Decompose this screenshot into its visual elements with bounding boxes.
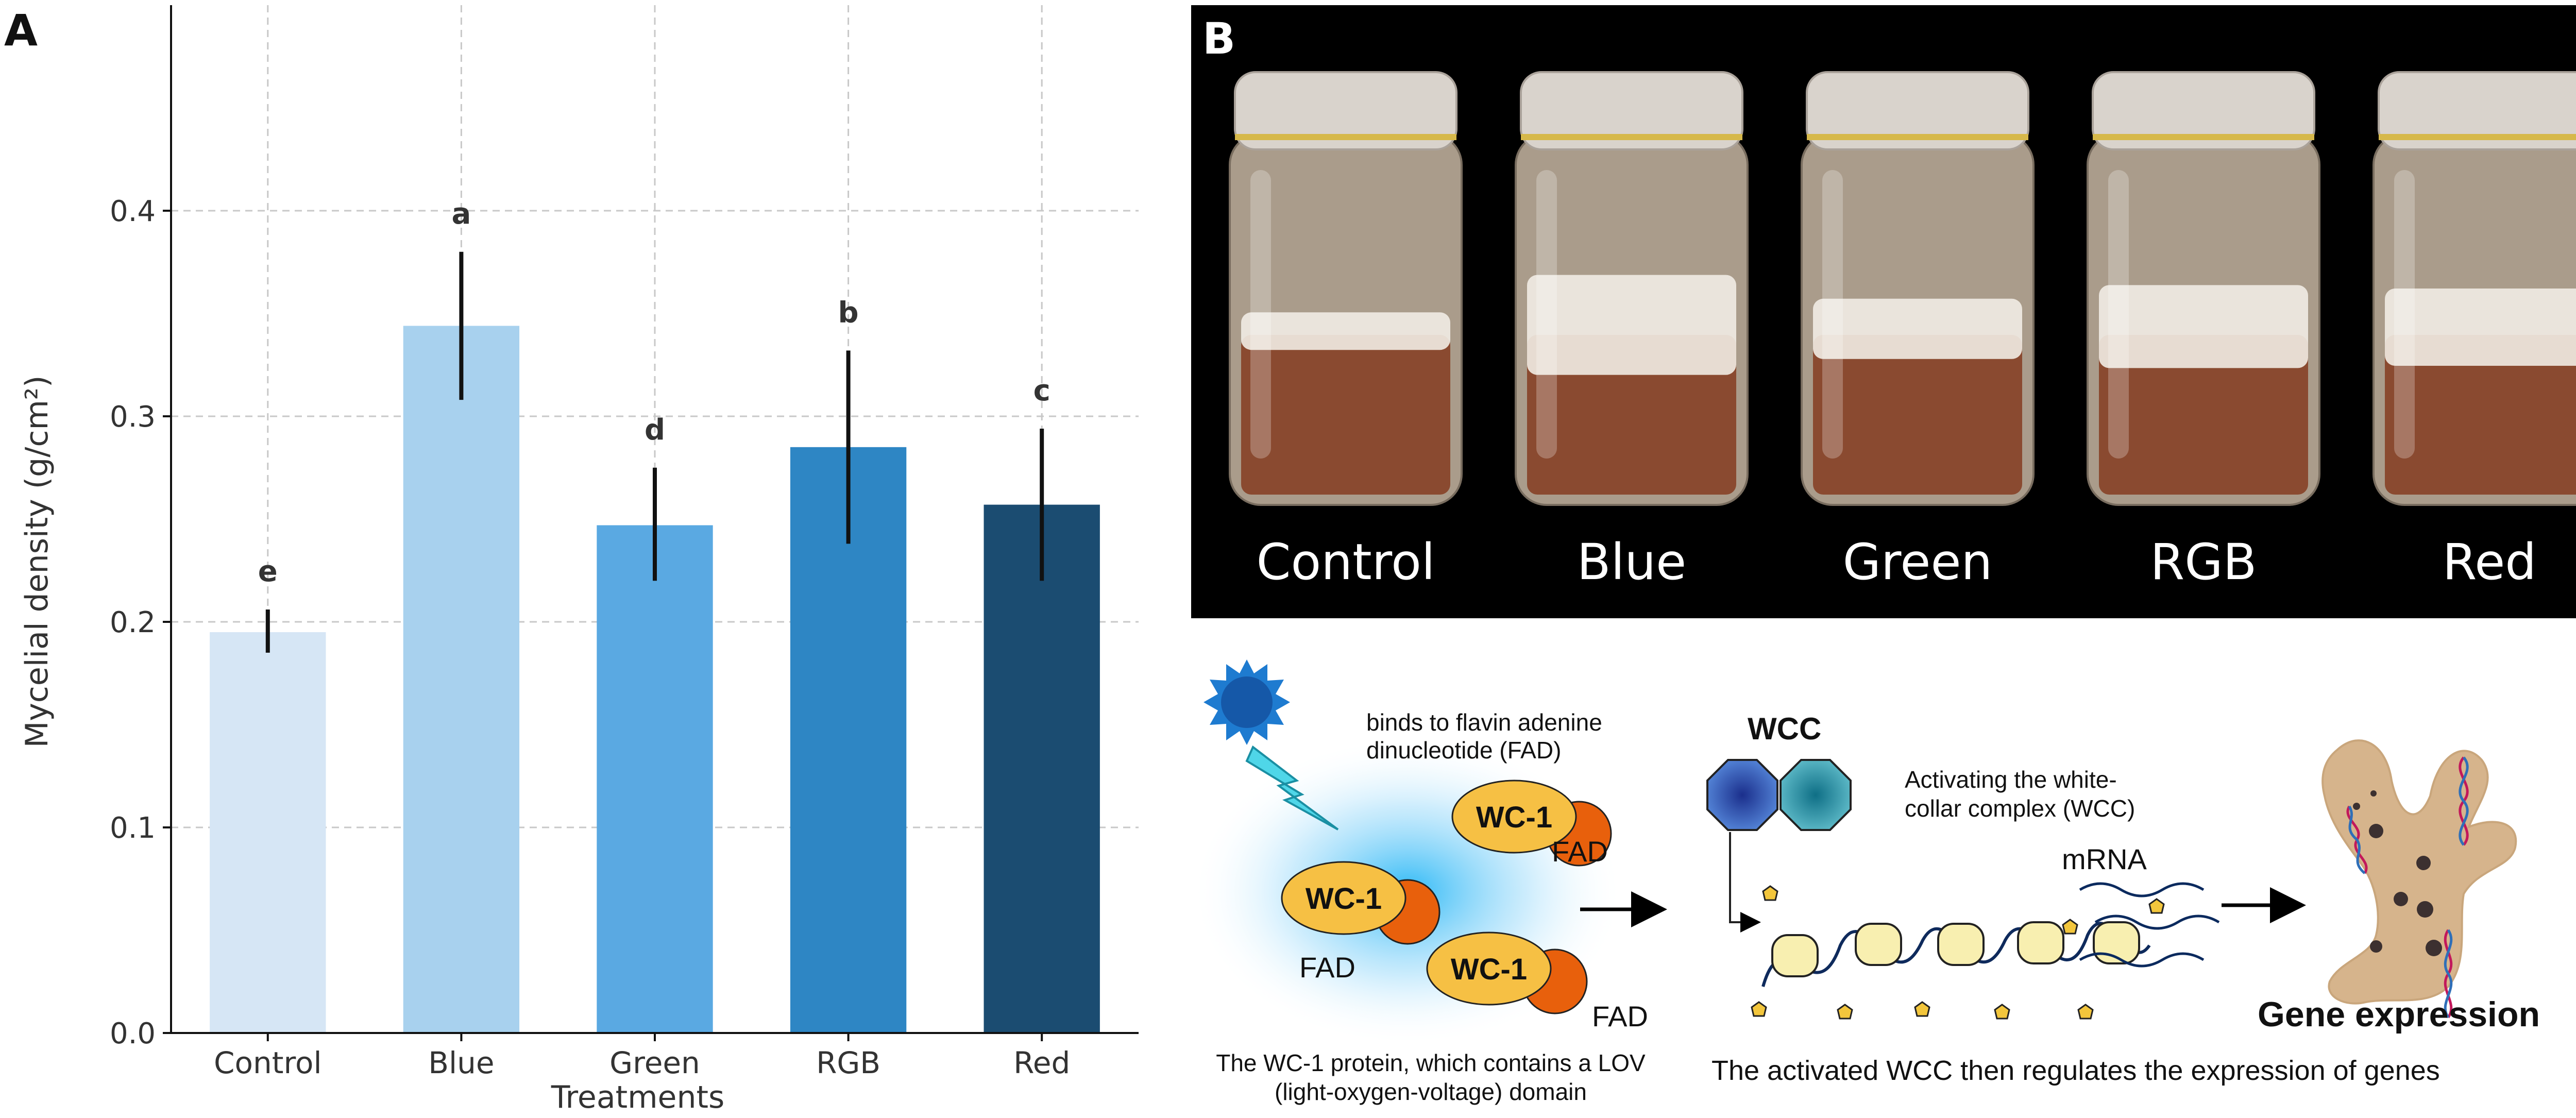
wc1-label: WC-1 bbox=[1476, 801, 1552, 834]
jar-grain bbox=[1813, 335, 2022, 495]
jar-rgb bbox=[2087, 71, 2320, 506]
x-tick-label: Red bbox=[1013, 1045, 1070, 1080]
jar-mycelium bbox=[2385, 289, 2576, 366]
jar-red bbox=[2372, 71, 2576, 506]
wcc-octagon-1 bbox=[1706, 759, 1778, 831]
jar-label-red: Red bbox=[2442, 533, 2537, 591]
jar-grain bbox=[1241, 335, 1450, 495]
jar-band bbox=[1235, 134, 1456, 140]
bar-rgb bbox=[790, 447, 907, 1033]
bar-chart: 0.0 0.1 0.2 0.3 0.4 e Control a Blue d Green b RGB c R… bbox=[19, 5, 1139, 1115]
panel-label-a: A bbox=[4, 5, 38, 56]
mechanism-diagram: WC-1 WC-1 WC-1 bbox=[1191, 626, 2576, 1118]
jar-green bbox=[1801, 71, 2035, 506]
jar-lid bbox=[1520, 71, 1743, 150]
y-tick-label: 0.1 bbox=[110, 811, 156, 845]
y-tick-label: 0.4 bbox=[110, 195, 156, 228]
bar-green bbox=[597, 525, 713, 1033]
jar-mycelium bbox=[1813, 298, 2022, 359]
sun-icon bbox=[1204, 659, 1290, 745]
y-tick-label: 0.0 bbox=[110, 1017, 156, 1051]
significance-letter: a bbox=[452, 197, 471, 231]
wc1-protein-3: WC-1 bbox=[1426, 931, 1588, 1014]
chart-error-bars bbox=[265, 251, 1044, 653]
wc1-label: WC-1 bbox=[1306, 882, 1382, 916]
significance-letter: e bbox=[258, 555, 278, 588]
x-tick-label: Blue bbox=[428, 1045, 494, 1080]
jar-photo-panel: B Control Blue Green RGB Red bbox=[1191, 5, 2576, 618]
chromatin-icon bbox=[1751, 885, 2165, 1020]
wc1-caption: The WC-1 protein, which contains a LOV (… bbox=[1216, 1049, 1646, 1105]
wcc-octagon-2 bbox=[1780, 759, 1852, 831]
significance-letter: b bbox=[838, 296, 859, 329]
mrna-icon bbox=[2079, 882, 2220, 968]
jar-label-blue: Blue bbox=[1577, 533, 1687, 591]
fungal-cell-icon bbox=[2321, 739, 2517, 1019]
bar-blue bbox=[403, 326, 520, 1034]
jar-band bbox=[1521, 134, 1742, 140]
jar-highlight bbox=[2108, 170, 2129, 459]
mrna-label: mRNA bbox=[2062, 843, 2147, 875]
panel-label-b: B bbox=[1202, 13, 1236, 64]
jar-band bbox=[2093, 134, 2314, 140]
jar-band bbox=[1807, 134, 2028, 140]
fad-label-2: FAD bbox=[1299, 951, 1355, 984]
x-axis-title: Treatments bbox=[551, 1079, 725, 1115]
jar-lid bbox=[1806, 71, 2029, 150]
jar-band bbox=[2379, 134, 2576, 140]
jar-blue bbox=[1515, 71, 1749, 506]
fad-label-1: FAD bbox=[1552, 835, 1608, 868]
wc1-label: WC-1 bbox=[1451, 953, 1527, 986]
chart-bars bbox=[210, 326, 1100, 1034]
x-tick-label: Green bbox=[609, 1045, 700, 1080]
x-tick-label: Control bbox=[214, 1045, 322, 1080]
jar-control bbox=[1229, 71, 1463, 506]
jar-highlight bbox=[1822, 170, 1843, 459]
fad-label-3: FAD bbox=[1592, 1000, 1648, 1032]
jar-label-control: Control bbox=[1256, 533, 1435, 591]
y-tick-label: 0.2 bbox=[110, 606, 156, 639]
jar-highlight bbox=[1250, 170, 1271, 459]
y-axis-title: Mycelial density (g/cm²) bbox=[19, 376, 55, 748]
jar-mycelium bbox=[2099, 285, 2308, 368]
bar-red bbox=[984, 504, 1100, 1033]
x-tick-label: RGB bbox=[816, 1045, 880, 1080]
wcc-label: WCC bbox=[1748, 712, 1822, 746]
wc1-protein-2: WC-1 bbox=[1281, 861, 1440, 945]
jar-mycelium bbox=[1241, 312, 1450, 350]
significance-letter: c bbox=[1033, 374, 1050, 408]
bar-control bbox=[210, 632, 326, 1033]
jar-highlight bbox=[2394, 170, 2415, 459]
wc1-protein-1: WC-1 bbox=[1451, 780, 1612, 867]
jar-lid bbox=[1234, 71, 1458, 150]
jar-grain bbox=[2099, 335, 2308, 495]
jar-mycelium bbox=[1527, 275, 1736, 375]
y-tick-label: 0.3 bbox=[110, 400, 156, 434]
flavin-binding-note: binds to flavin adenine dinucleotide (FA… bbox=[1366, 709, 1602, 764]
wcc-activation-note: Activating the white-collar complex (WCC… bbox=[1905, 766, 2136, 822]
lightning-icon bbox=[1245, 745, 1339, 831]
significance-letter: d bbox=[645, 413, 665, 447]
jar-illustrations bbox=[1229, 71, 2576, 506]
jar-lid bbox=[2378, 71, 2576, 150]
jar-lid bbox=[2092, 71, 2315, 150]
jar-highlight bbox=[1536, 170, 1557, 459]
wcc-regulation-caption: The activated WCC then regulates the exp… bbox=[1711, 1055, 2440, 1086]
jar-label-rgb: RGB bbox=[2150, 533, 2257, 591]
jar-grain bbox=[2385, 335, 2576, 495]
wcc-binding-arrow-icon bbox=[1729, 832, 1761, 933]
jar-label-green: Green bbox=[1842, 533, 1993, 591]
mechanism-graphics: WC-1 WC-1 WC-1 bbox=[1191, 659, 2517, 1046]
gene-expression-label: Gene expression bbox=[2258, 995, 2540, 1034]
